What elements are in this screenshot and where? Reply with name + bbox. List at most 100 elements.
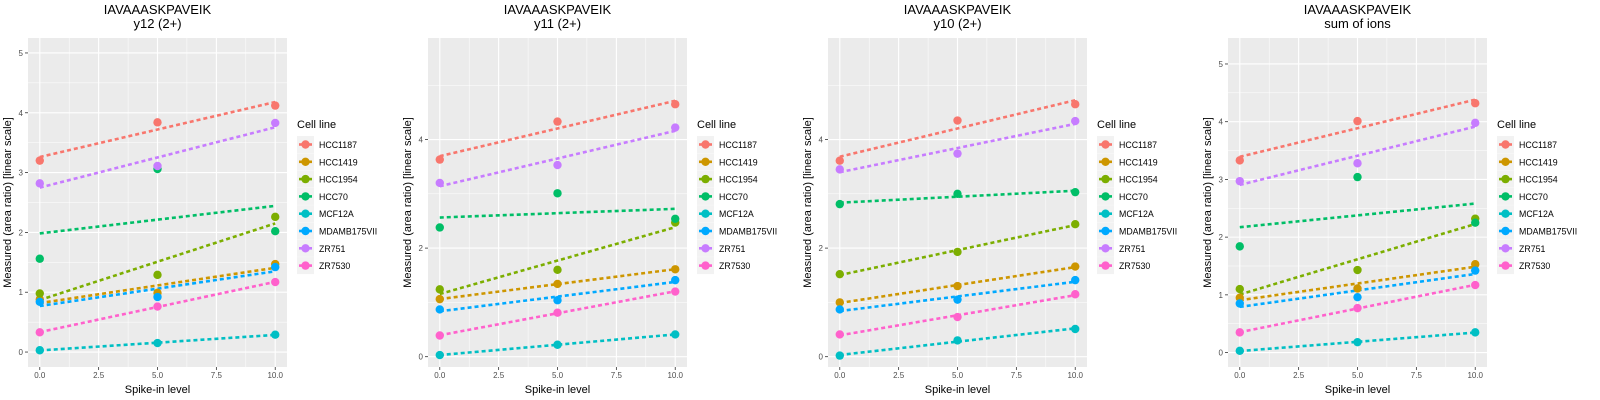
y-tick-label: 2 bbox=[1219, 233, 1224, 242]
data-layer bbox=[835, 98, 1080, 360]
data-point-hcc70 bbox=[835, 199, 844, 209]
trend-line-hcc1954 bbox=[1239, 222, 1476, 296]
data-point-hcc1187 bbox=[553, 117, 562, 126]
y-tick-label: 3 bbox=[1219, 175, 1224, 184]
trend-line-hcc1419 bbox=[1239, 265, 1476, 302]
y-tick-label: 1 bbox=[1219, 291, 1224, 300]
y-axis-title: Measured (area ratio) [linear scale] bbox=[1202, 117, 1214, 288]
data-point-hcc1954 bbox=[553, 265, 562, 275]
legend-point-icon bbox=[1101, 244, 1110, 253]
legend-label: ZR751 bbox=[1119, 244, 1146, 254]
data-point-zr751 bbox=[1471, 118, 1480, 128]
data-point-zr751 bbox=[1235, 176, 1244, 186]
data-point-hcc70 bbox=[1471, 218, 1480, 227]
x-tick-label: 5.0 bbox=[552, 371, 564, 380]
legend-point-icon bbox=[701, 244, 710, 253]
data-point-zr751 bbox=[153, 161, 162, 171]
legend-label: HCC70 bbox=[319, 192, 348, 202]
legend-label: HCC1419 bbox=[1519, 157, 1558, 167]
legend-label: MDAMB175VII bbox=[319, 227, 377, 237]
x-tick-label: 10.0 bbox=[1067, 371, 1083, 380]
x-tick-label: 10.0 bbox=[667, 371, 683, 380]
chart-panel-y11: IAVAAASKPAVEIK y11 (2+) 0 2 4 0.0 2.5 5.0 7.5 10.… bbox=[400, 0, 800, 400]
data-point-mdamb175vii bbox=[1471, 266, 1480, 275]
data-point-zr751 bbox=[553, 160, 562, 170]
data-point-hcc1187 bbox=[1353, 116, 1362, 126]
trend-line-hcc70 bbox=[439, 207, 676, 219]
data-point-hcc1187 bbox=[435, 155, 444, 164]
data-layer bbox=[35, 100, 280, 355]
trend-line-hcc1954 bbox=[39, 222, 276, 302]
data-point-mcf12a bbox=[953, 336, 962, 345]
y-tick-label: 4 bbox=[19, 109, 24, 118]
trend-line-hcc70 bbox=[1239, 202, 1476, 229]
data-point-hcc1419 bbox=[1235, 293, 1244, 302]
data-point-zr7530 bbox=[1071, 290, 1080, 299]
data-point-zr7530 bbox=[1353, 303, 1362, 313]
y-tick-label: 0 bbox=[819, 353, 824, 362]
x-tick-label: 0.0 bbox=[834, 371, 846, 380]
legend-point-icon bbox=[701, 140, 710, 149]
y-tick-label: 3 bbox=[19, 169, 24, 178]
data-point-zr7530 bbox=[1471, 280, 1480, 290]
data-point-mcf12a bbox=[35, 346, 44, 355]
trend-line-mcf12a bbox=[439, 333, 676, 357]
legend-label: HCC1954 bbox=[719, 175, 758, 185]
data-point-hcc70 bbox=[671, 214, 680, 223]
legend-title: Cell line bbox=[1497, 119, 1536, 131]
legend-point-icon bbox=[1501, 226, 1510, 236]
x-axis-title: Spike-in level bbox=[925, 384, 990, 396]
data-point-zr751 bbox=[953, 149, 962, 158]
data-point-hcc1954 bbox=[835, 269, 844, 279]
legend-label: HCC70 bbox=[719, 192, 748, 202]
data-point-zr751 bbox=[271, 118, 280, 128]
chart-subtitle: y10 (2+) bbox=[933, 16, 981, 31]
data-point-hcc1954 bbox=[1353, 265, 1362, 275]
data-point-hcc1419 bbox=[835, 298, 844, 307]
x-tick-label: 2.5 bbox=[93, 371, 105, 380]
trend-line-mcf12a bbox=[39, 333, 276, 352]
legend-label: ZR7530 bbox=[1119, 261, 1150, 271]
data-point-hcc1419 bbox=[553, 279, 562, 289]
legend-point-icon bbox=[1101, 226, 1110, 236]
x-tick-label: 2.5 bbox=[1293, 371, 1305, 380]
legend-label: MDAMB175VII bbox=[1519, 227, 1577, 237]
data-point-mdamb175vii bbox=[1235, 299, 1244, 308]
legend-label: ZR7530 bbox=[719, 261, 750, 271]
data-point-hcc1954 bbox=[153, 270, 162, 280]
legend-label: ZR7530 bbox=[319, 261, 350, 271]
legend-point-icon bbox=[1501, 244, 1510, 253]
legend-label: HCC1419 bbox=[319, 157, 358, 167]
legend-label: HCC1419 bbox=[719, 157, 758, 167]
data-point-zr7530 bbox=[1235, 328, 1244, 337]
legend-point-icon bbox=[701, 226, 710, 236]
data-point-hcc70 bbox=[553, 189, 562, 198]
legend-point-icon bbox=[1101, 174, 1110, 184]
x-tick-label: 7.5 bbox=[1011, 371, 1023, 380]
legend-title: Cell line bbox=[297, 119, 336, 131]
y-tick-label: 2 bbox=[419, 244, 424, 253]
data-point-mdamb175vii bbox=[1071, 275, 1080, 285]
x-tick-label: 5.0 bbox=[952, 371, 964, 380]
data-point-hcc1419 bbox=[671, 265, 680, 274]
x-tick-label: 10.0 bbox=[1467, 371, 1483, 380]
data-point-hcc1187 bbox=[835, 156, 844, 165]
x-tick-label: 5.0 bbox=[152, 371, 164, 380]
data-point-hcc1187 bbox=[1235, 156, 1244, 165]
trend-line-mcf12a bbox=[839, 327, 1076, 357]
legend-point-icon bbox=[1501, 174, 1510, 184]
data-point-hcc1419 bbox=[1471, 260, 1480, 269]
legend-point-icon bbox=[1501, 157, 1510, 166]
data-layer bbox=[435, 99, 680, 360]
y-tick-label: 2 bbox=[19, 228, 24, 237]
trend-line-mdamb175vii bbox=[39, 270, 276, 308]
y-axis-title: Measured (area ratio) [linear scale] bbox=[2, 117, 14, 288]
data-point-zr751 bbox=[435, 178, 444, 188]
y-tick-label: 1 bbox=[19, 288, 24, 297]
data-point-zr751 bbox=[1071, 116, 1080, 126]
data-point-hcc1187 bbox=[1471, 99, 1480, 108]
data-point-mdamb175vii bbox=[1353, 292, 1362, 302]
